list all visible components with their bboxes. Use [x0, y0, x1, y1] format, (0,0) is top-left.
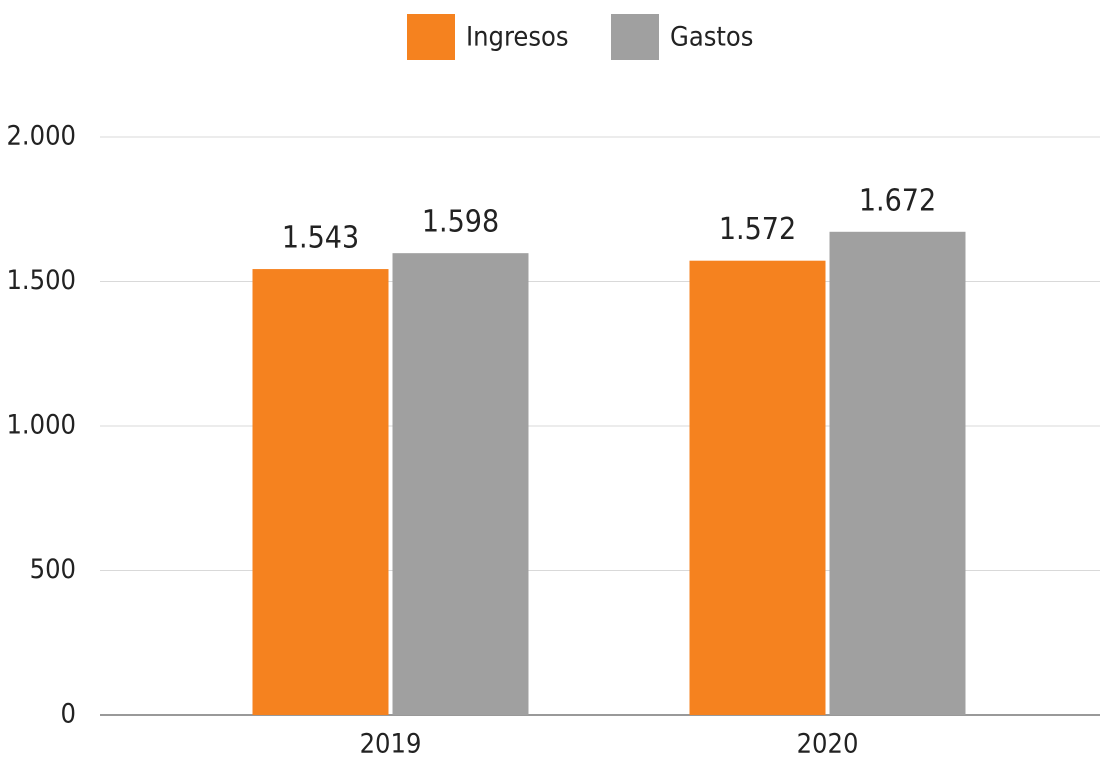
bar — [829, 231, 966, 716]
legend-swatch — [611, 14, 659, 60]
y-tick-label: 0 — [61, 699, 76, 730]
data-label: 1.672 — [859, 183, 936, 218]
legend-label: Ingresos — [466, 22, 569, 53]
y-tick-label: 500 — [30, 554, 76, 585]
bar — [392, 253, 529, 716]
legend-swatch — [407, 14, 455, 60]
bar — [689, 260, 826, 715]
y-tick-label: 1.500 — [6, 265, 76, 296]
data-label: 1.543 — [282, 221, 359, 256]
data-label: 1.598 — [422, 205, 499, 240]
legend-label: Gastos — [670, 22, 753, 53]
y-tick-label: 1.000 — [6, 410, 76, 441]
x-tick-label: 2019 — [360, 729, 422, 760]
y-tick-label: 2.000 — [6, 121, 76, 152]
data-label: 1.572 — [719, 212, 796, 247]
bar — [252, 269, 389, 715]
x-tick-label: 2020 — [797, 729, 859, 760]
